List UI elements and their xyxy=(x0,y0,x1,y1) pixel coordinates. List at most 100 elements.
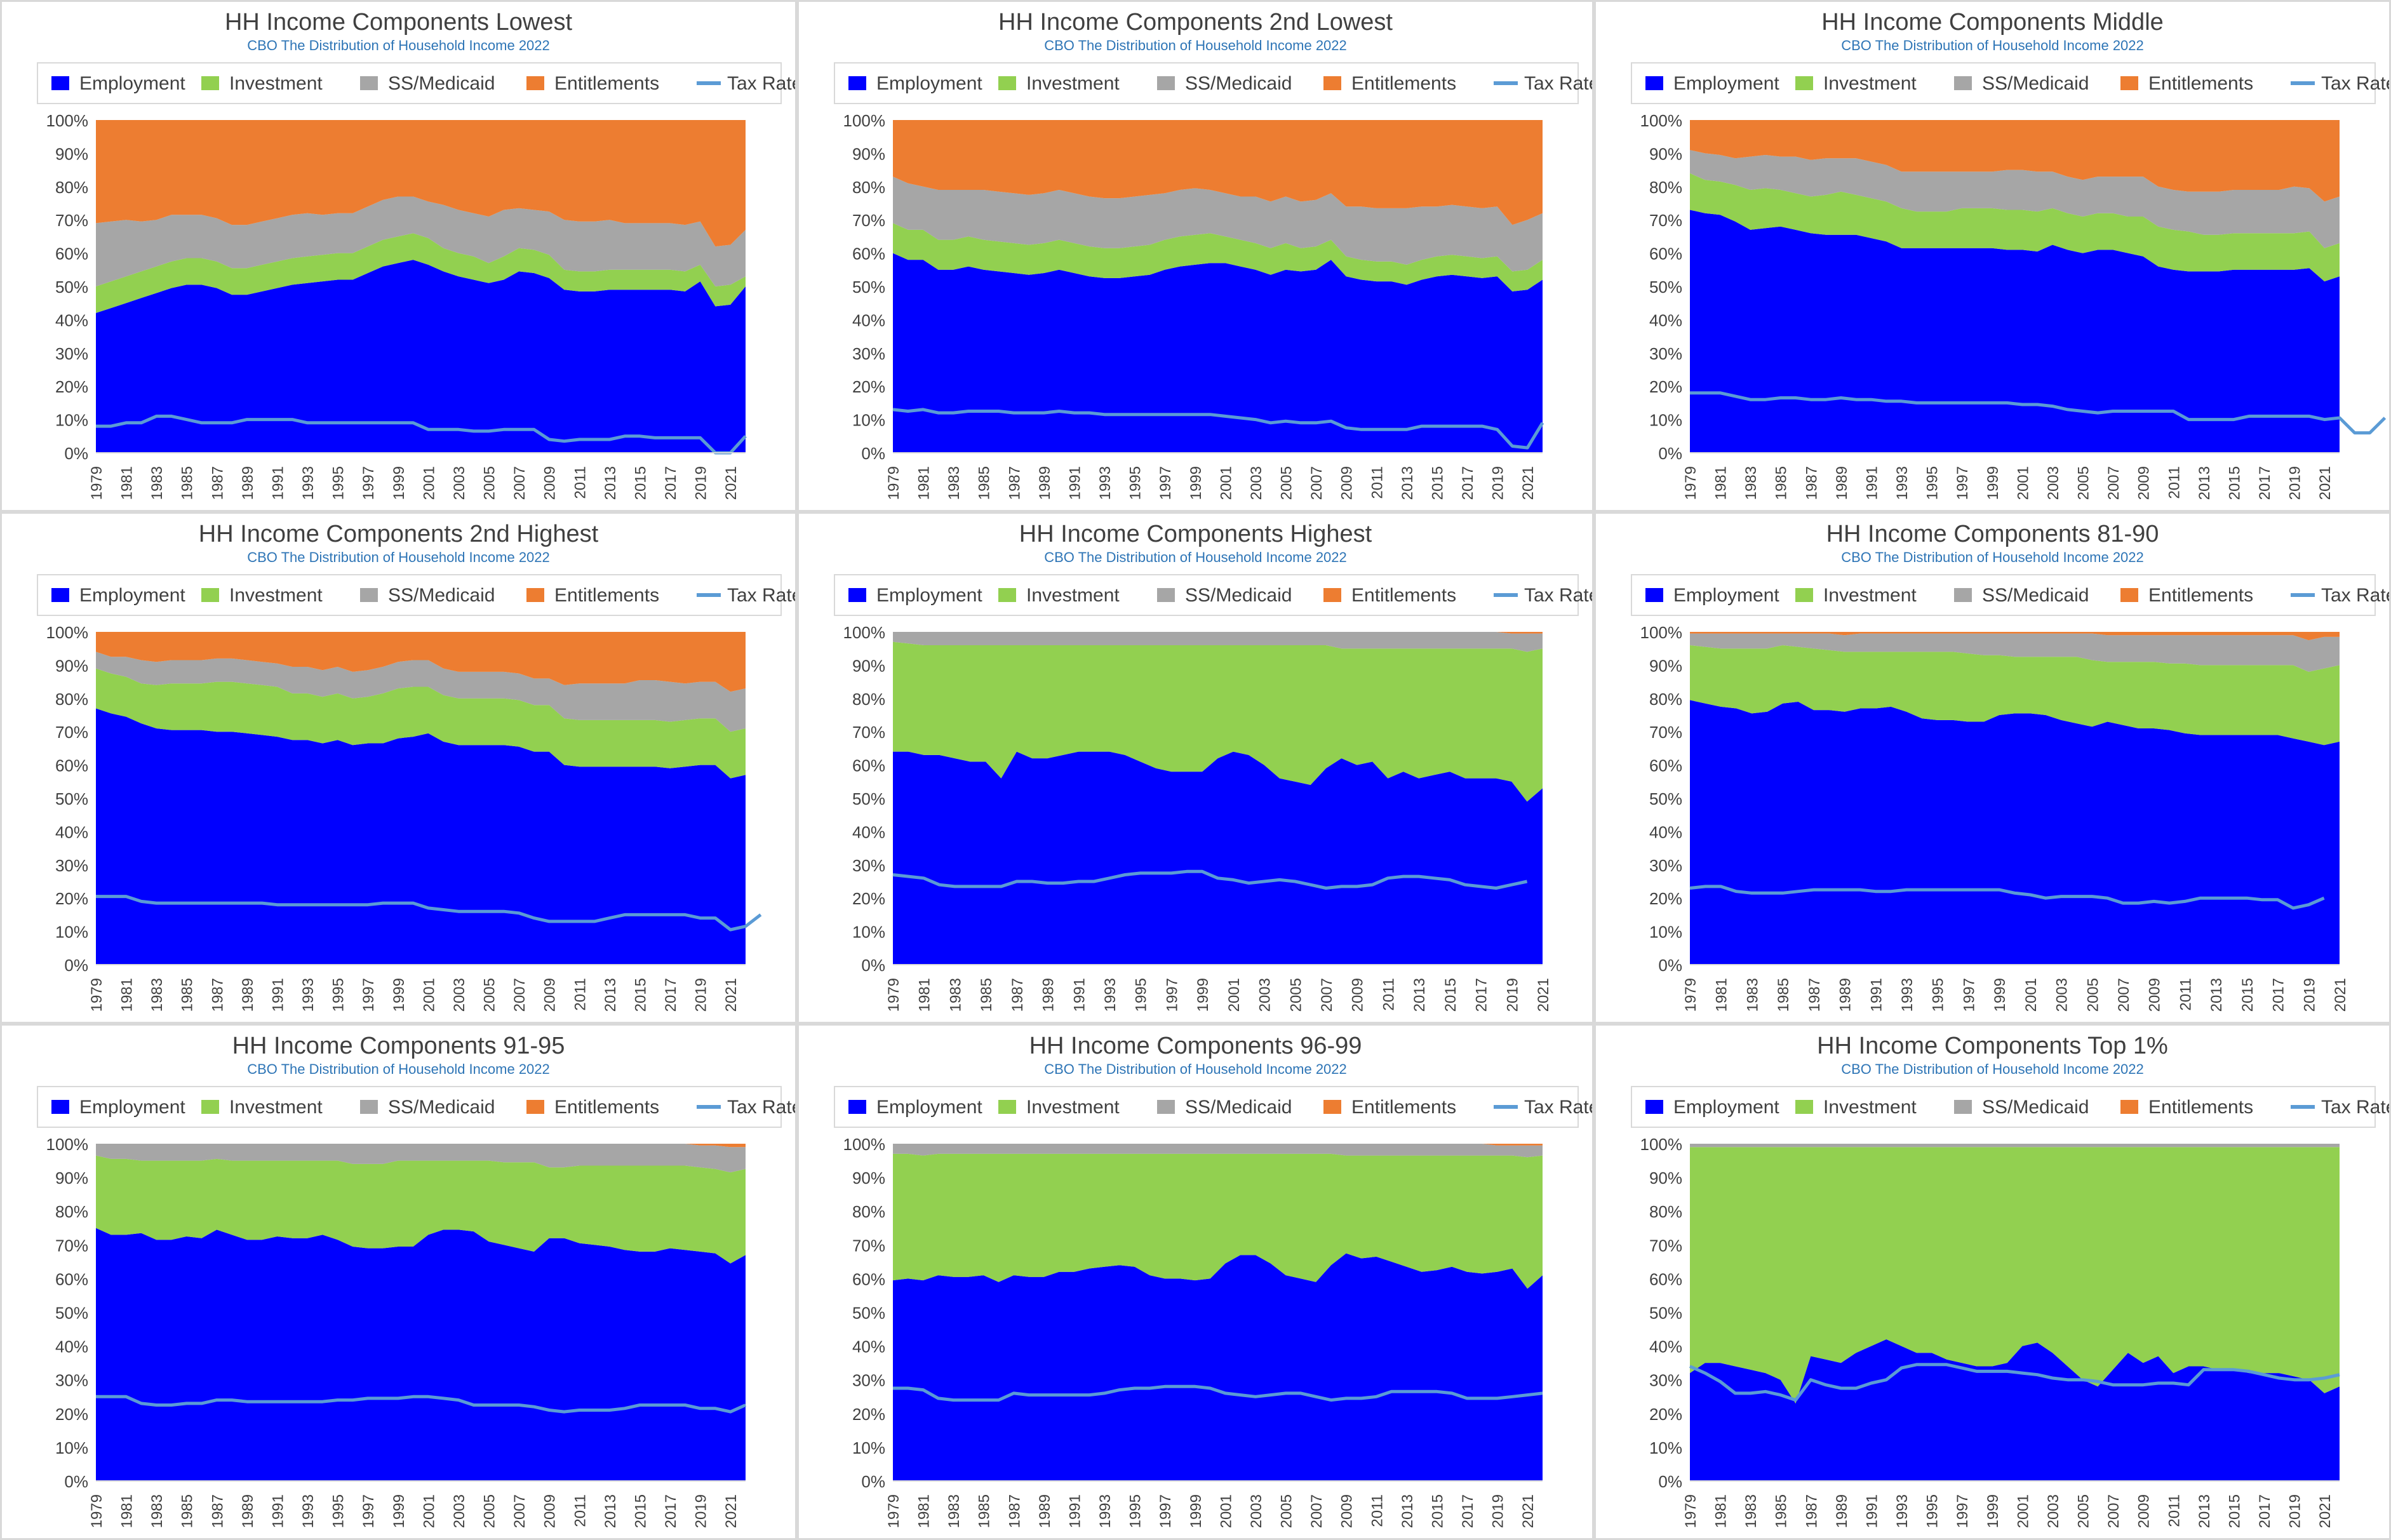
chart-subtitle: CBO The Distribution of Household Income… xyxy=(247,549,550,565)
y-tick-label: 70% xyxy=(852,723,885,742)
x-tick-label: 1979 xyxy=(885,466,902,500)
x-tick-label: 2005 xyxy=(1278,1494,1296,1528)
y-tick-label: 70% xyxy=(1649,211,1682,230)
legend-swatch-investment xyxy=(998,588,1016,602)
legend-label-tax-rate: Tax Rate xyxy=(727,585,795,606)
y-tick-label: 100% xyxy=(46,623,89,642)
legend-swatch-entitlements xyxy=(1323,588,1341,602)
y-tick-label: 0% xyxy=(1658,1472,1682,1491)
legend-label-tax-rate: Tax Rate xyxy=(2321,1097,2389,1118)
x-tick-label: 1989 xyxy=(1833,1494,1851,1528)
x-tick-label: 1993 xyxy=(1102,978,1119,1012)
x-tick-label: 2011 xyxy=(572,1494,589,1527)
chart-panel-middle: HH Income Components Middle CBO The Distr… xyxy=(1594,0,2391,512)
area-series-investment xyxy=(1690,1147,2340,1403)
x-tick-label: 1985 xyxy=(179,978,196,1012)
legend-label-tax-rate: Tax Rate xyxy=(2321,73,2389,94)
x-tick-label: 2007 xyxy=(1318,978,1336,1012)
y-tick-label: 70% xyxy=(1649,1236,1682,1255)
x-tick-label: 1993 xyxy=(1097,466,1114,500)
area-series-employment xyxy=(893,253,1543,453)
area-series-entitlements xyxy=(1690,632,2340,641)
x-tick-label: 2003 xyxy=(451,1494,468,1528)
legend-box xyxy=(37,574,782,616)
chart-title: HH Income Components 91-95 xyxy=(232,1033,565,1059)
x-tick-label: 1999 xyxy=(1985,466,2002,500)
x-tick-label: 1993 xyxy=(300,1494,317,1528)
y-tick-label: 70% xyxy=(1649,723,1682,742)
area-series-ss-medicaid xyxy=(1690,633,2340,672)
x-tick-label: 1985 xyxy=(978,978,995,1012)
legend-swatch-entitlements xyxy=(526,588,544,602)
y-tick-label: 90% xyxy=(55,656,88,675)
y-tick-label: 10% xyxy=(1649,411,1682,430)
y-tick-label: 40% xyxy=(55,1337,88,1356)
legend-swatch-ss-medicaid xyxy=(1157,76,1175,90)
y-tick-label: 60% xyxy=(1649,1269,1682,1289)
y-tick-label: 10% xyxy=(852,411,885,430)
chart-legend: Employment Investment SS/Medicaid Entitleme… xyxy=(834,574,1592,616)
x-tick-label: 1981 xyxy=(119,1494,136,1528)
legend-label-investment: Investment xyxy=(229,73,323,94)
chart-panel-91-95: HH Income Components 91-95 CBO The Distri… xyxy=(0,1024,797,1540)
x-tick-label: 1987 xyxy=(1806,978,1823,1012)
x-tick-label: 1999 xyxy=(1188,1494,1205,1528)
x-tick-label: 2007 xyxy=(1308,466,1325,500)
y-tick-label: 70% xyxy=(852,211,885,230)
chart-subtitle: CBO The Distribution of Household Income… xyxy=(247,37,550,53)
legend-label-ss-medicaid: SS/Medicaid xyxy=(1982,73,2089,94)
y-tick-label: 40% xyxy=(1649,1337,1682,1356)
x-tick-label: 2021 xyxy=(1520,1494,1537,1528)
y-tick-label: 0% xyxy=(1658,444,1682,463)
x-tick-label: 2009 xyxy=(542,466,559,500)
x-tick-label: 2019 xyxy=(2287,1494,2304,1528)
y-tick-label: 30% xyxy=(55,344,88,363)
legend-swatch-ss-medicaid xyxy=(360,76,378,90)
x-tick-label: 2015 xyxy=(2226,466,2243,500)
x-tick-label: 2009 xyxy=(1339,1494,1356,1528)
chart-panel-81-90: HH Income Components 81-90 CBO The Distri… xyxy=(1594,512,2391,1024)
legend-label-ss-medicaid: SS/Medicaid xyxy=(388,585,495,606)
legend-label-employment: Employment xyxy=(876,1097,982,1118)
chart-legend: Employment Investment SS/Medicaid Entitleme… xyxy=(37,574,795,616)
y-tick-label: 60% xyxy=(852,1269,885,1289)
x-tick-label: 2005 xyxy=(481,466,499,500)
x-tick-label: 1991 xyxy=(1071,978,1088,1012)
chart-svg: HH Income Components 96-99 CBO The Distri… xyxy=(834,1033,1592,1528)
line-series-tax-rate xyxy=(96,895,762,932)
y-tick-label: 60% xyxy=(55,756,88,775)
x-tick-label: 2009 xyxy=(2136,1494,2153,1528)
legend-swatch-ss-medicaid xyxy=(360,1100,378,1114)
x-tick-label: 2011 xyxy=(572,466,589,499)
legend-label-entitlements: Entitlements xyxy=(1351,585,1456,606)
x-tick-label: 2001 xyxy=(1217,1494,1235,1528)
x-tick-label: 1991 xyxy=(1868,978,1885,1012)
area-series-entitlements xyxy=(96,632,746,692)
y-tick-label: 20% xyxy=(55,1405,88,1424)
y-tick-label: 10% xyxy=(1649,1438,1682,1457)
y-tick-label: 20% xyxy=(852,377,885,396)
legend-swatch-ss-medicaid xyxy=(1157,588,1175,602)
area-series-investment xyxy=(96,233,746,313)
y-tick-label: 0% xyxy=(64,444,88,463)
legend-label-ss-medicaid: SS/Medicaid xyxy=(388,1097,495,1118)
x-tick-label: 2007 xyxy=(1308,1494,1325,1528)
area-series-ss-medicaid xyxy=(96,652,746,732)
x-tick-label: 2013 xyxy=(602,978,619,1012)
area-series-investment xyxy=(893,641,1543,802)
y-tick-label: 20% xyxy=(852,1405,885,1424)
area-series-ss-medicaid xyxy=(1690,1144,2340,1148)
x-tick-label: 2003 xyxy=(451,978,468,1012)
x-tick-label: 1999 xyxy=(391,978,408,1012)
chart-svg: HH Income Components Top 1% CBO The Distr… xyxy=(1631,1033,2389,1528)
chart-subtitle: CBO The Distribution of Household Income… xyxy=(1044,1061,1347,1077)
y-tick-label: 10% xyxy=(55,923,88,942)
x-tick-label: 2001 xyxy=(2023,978,2040,1012)
x-tick-label: 1991 xyxy=(1863,466,1880,500)
y-tick-label: 30% xyxy=(55,856,88,875)
area-series-ss-medicaid xyxy=(893,177,1543,272)
x-tick-label: 2001 xyxy=(2014,1494,2032,1528)
x-tick-label: 1979 xyxy=(88,466,105,500)
x-tick-label: 1997 xyxy=(360,466,377,500)
